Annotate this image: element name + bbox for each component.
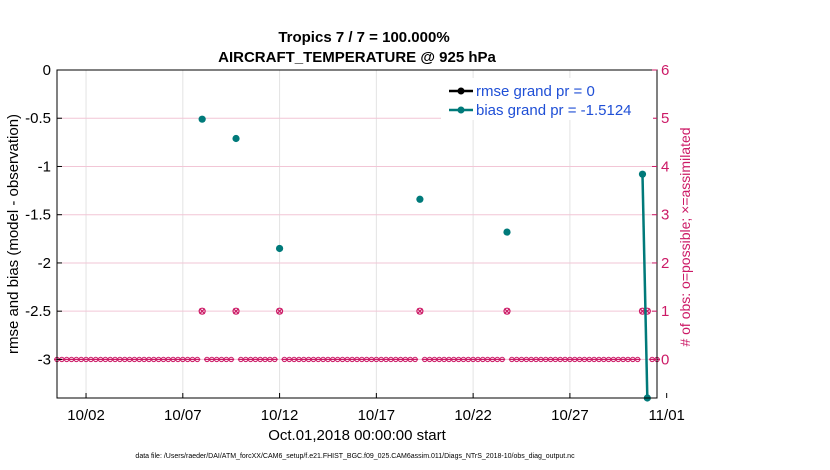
obs-assimilated-marker [199, 308, 206, 315]
bias-line-segment [641, 174, 649, 399]
x-tick-label: 10/17 [358, 407, 396, 424]
legend-bias-label: bias grand pr = -1.5124 [476, 102, 632, 119]
bias-point [275, 244, 284, 253]
x-tick-label: 10/22 [454, 407, 492, 424]
y2-tick-label: 4 [661, 158, 669, 175]
obs-assimilated-marker [416, 308, 423, 315]
y2-tick-label: 0 [661, 351, 669, 368]
x-tick-label: 10/27 [551, 407, 589, 424]
obs-assimilated-marker [233, 308, 240, 315]
y2-tick-label: 1 [661, 303, 669, 320]
legend: rmse grand pr = 0 bias grand pr = -1.512… [441, 78, 653, 120]
bias-point [232, 134, 240, 143]
chart-title: Tropics 7 / 7 = 100.000% [278, 29, 449, 46]
bias-point [503, 228, 511, 236]
bias-point [638, 170, 647, 178]
bias-point [198, 115, 206, 123]
x-tick-label: 11/01 [648, 407, 684, 424]
obs-zero-marker [194, 356, 201, 363]
y-tick-label: -1 [38, 158, 51, 175]
obs-assimilated-marker [276, 308, 283, 315]
y-tick-label: -2.5 [25, 303, 51, 320]
y2-tick-label: 5 [661, 110, 669, 127]
bias-point [416, 195, 424, 203]
y-tick-label: 0 [43, 62, 51, 79]
obs-possible-marker [503, 307, 511, 315]
y-tick-label: -2 [38, 255, 51, 272]
obs-zero-marker [412, 356, 418, 363]
y-tick-label: -1.5 [25, 207, 51, 224]
y2-axis-label: # of obs: o=possible; ×=assimilated [677, 127, 693, 346]
legend-box [441, 78, 653, 120]
obs-assimilated-marker [503, 308, 511, 315]
obs-possible-marker [198, 307, 206, 315]
x-tick-label: 10/02 [67, 407, 105, 424]
footer-data-file: data file: /Users/raeder/DAI/ATM_forcXX/… [135, 453, 575, 460]
obs-zero-marker [634, 356, 641, 363]
legend-bias-marker [457, 106, 465, 114]
y2-tick-label: 2 [661, 255, 669, 272]
obs-zero-marker [499, 356, 505, 363]
y2-tick-label: 6 [661, 62, 669, 79]
y-tick-label: -3 [38, 351, 51, 368]
legend-rmse-marker [457, 87, 465, 95]
x-tick-label: 10/07 [164, 407, 202, 424]
obs-zero-marker [272, 356, 278, 363]
y-tick-label: -0.5 [25, 110, 51, 127]
obs-zero-marker [228, 356, 234, 363]
obs-possible-marker [416, 307, 424, 315]
obs-possible-marker [275, 307, 284, 315]
y-axis-label: rmse and bias (model - observation) [5, 114, 22, 354]
series-layer [54, 115, 660, 402]
x-tick-label: 10/12 [261, 407, 299, 424]
plot-frame [56, 69, 658, 399]
chart-subtitle: AIRCRAFT_TEMPERATURE @ 925 hPa [218, 49, 496, 66]
legend-rmse-label: rmse grand pr = 0 [476, 83, 595, 100]
axes: 10/02 10/07 10/12 10/17 10/22 10/27 11/01 0 1 2 3 4… [25, 62, 685, 424]
obs-possible-marker [232, 307, 240, 315]
y2-tick-label: 3 [661, 207, 669, 224]
x-axis-label: Oct.01,2018 00:00:00 start [268, 427, 446, 444]
